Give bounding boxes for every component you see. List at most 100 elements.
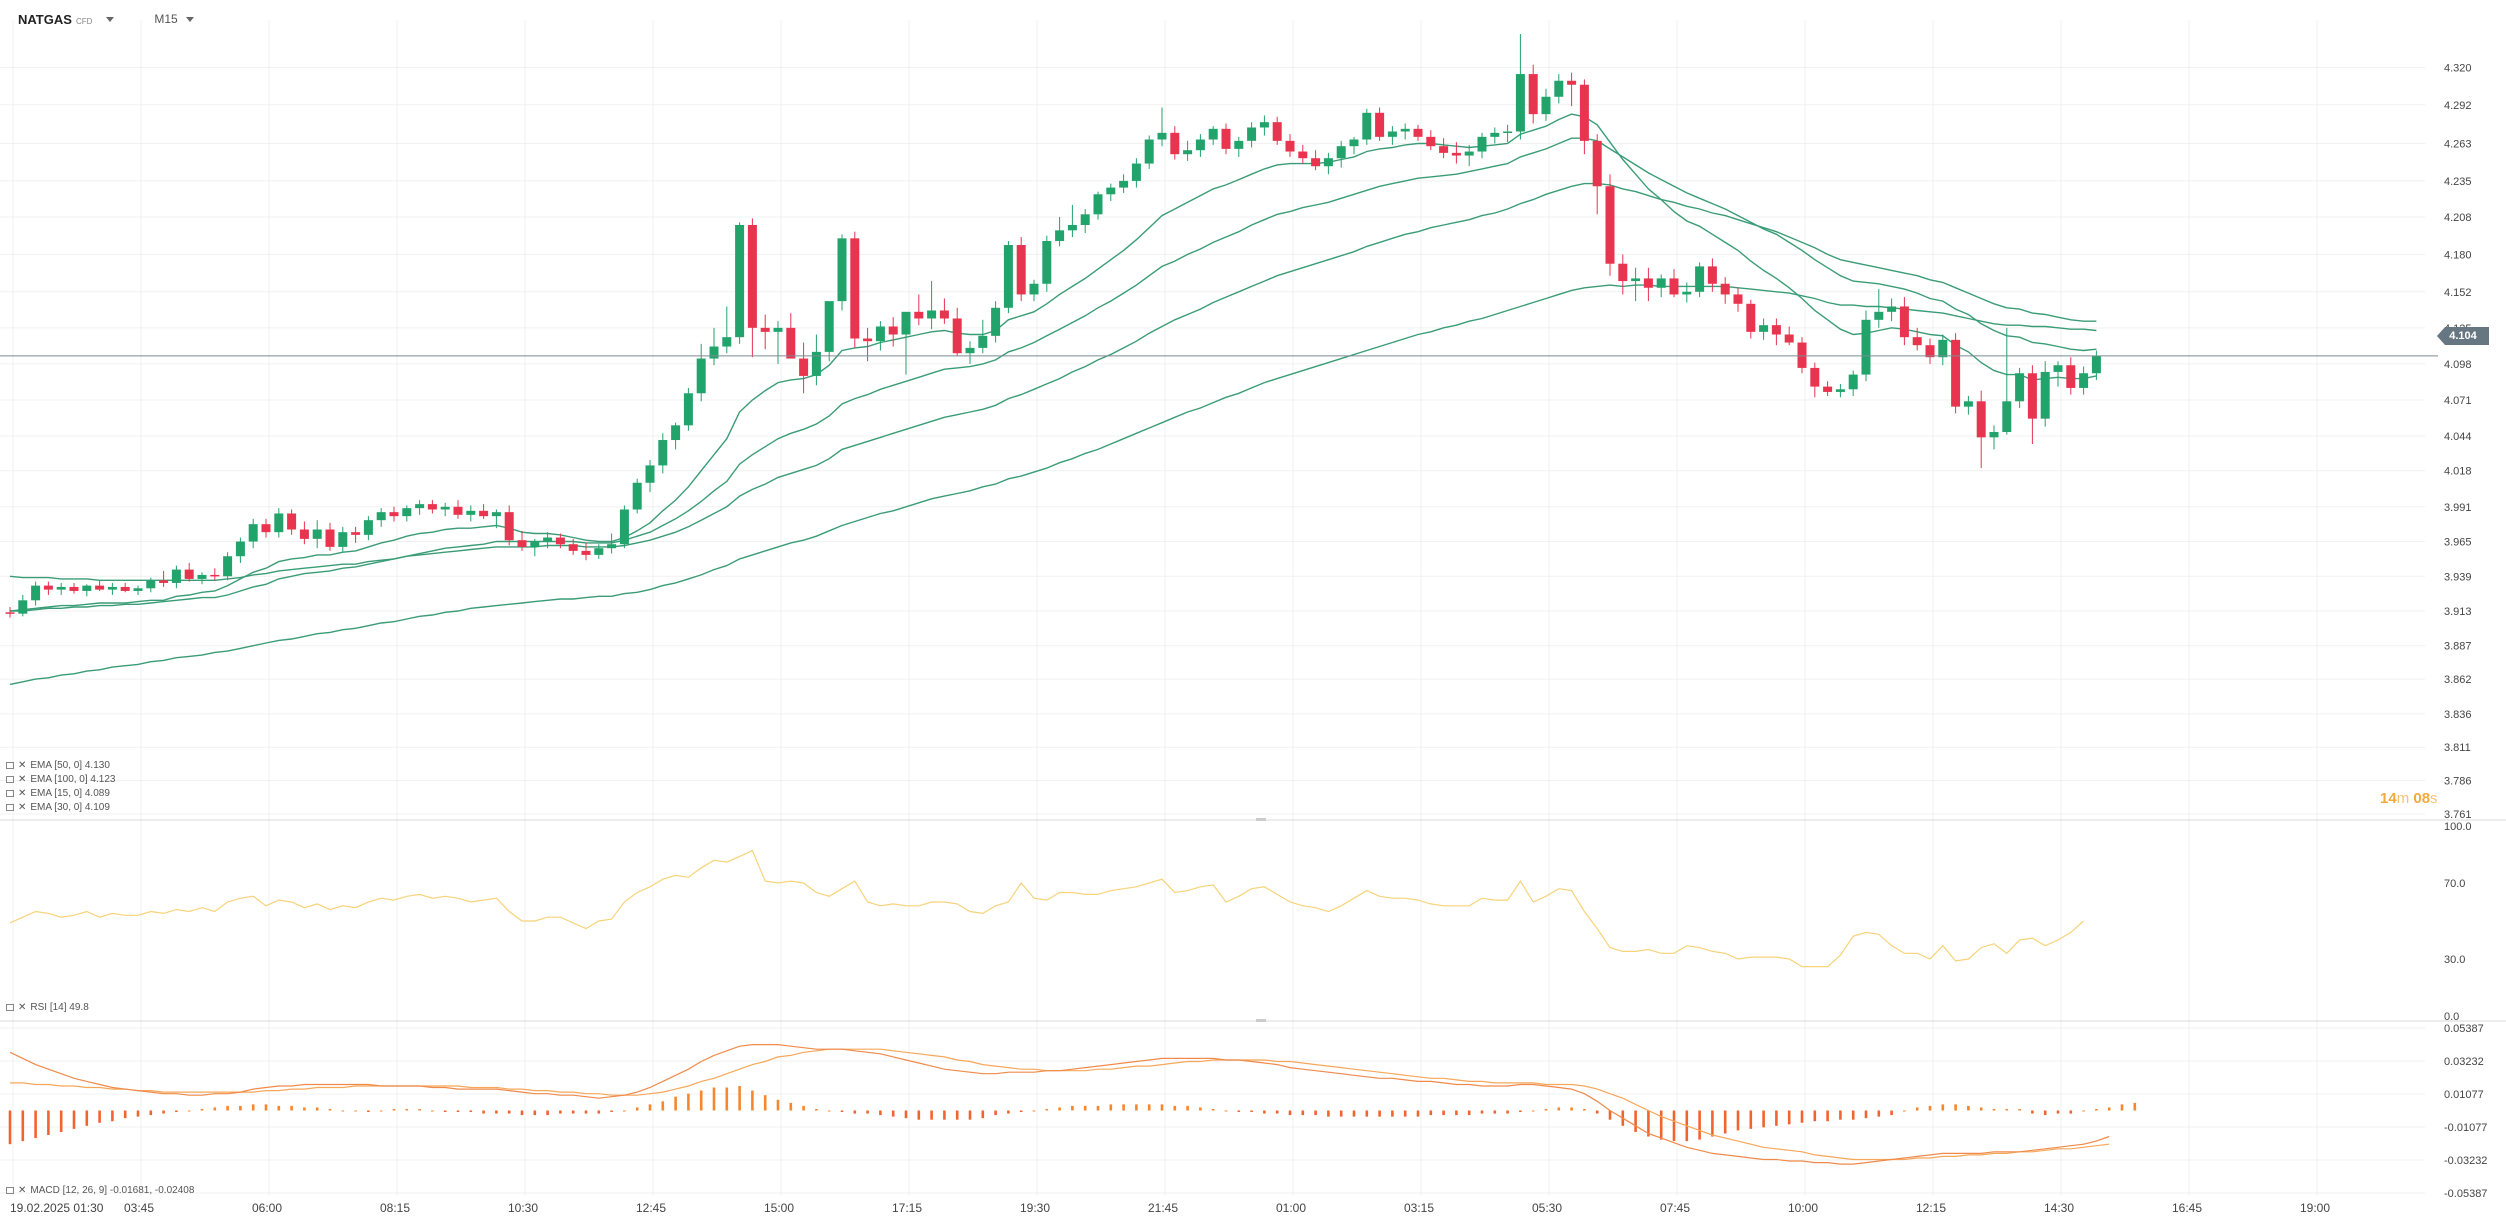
settings-icon[interactable] — [6, 1004, 14, 1011]
price-axis-label: 4.071 — [2444, 395, 2472, 407]
price-axis-label: 4.320 — [2444, 62, 2472, 74]
candle — [684, 388, 693, 431]
macd-histogram-bar — [662, 1101, 665, 1110]
candle-body — [1311, 158, 1320, 166]
candle-body — [914, 312, 923, 319]
macd-histogram-bar — [1097, 1106, 1100, 1111]
candle-body — [838, 238, 847, 301]
legend-ema30[interactable]: ✕ EMA [30, 0] 4.109 — [6, 802, 110, 813]
time-axis-label: 15:00 — [764, 1201, 794, 1215]
candle-body — [185, 570, 194, 579]
candle-body — [1196, 140, 1205, 151]
candle-body — [1721, 284, 1730, 295]
macd-histogram-bar — [1353, 1111, 1356, 1117]
macd-histogram-bar — [2082, 1111, 2085, 1112]
candle — [633, 479, 642, 514]
candle — [1004, 241, 1013, 313]
symbol-dropdown-icon[interactable] — [106, 17, 114, 22]
macd-histogram-bar — [175, 1111, 178, 1113]
candle-body — [1631, 278, 1640, 281]
candle — [735, 222, 744, 344]
settings-icon[interactable] — [6, 804, 14, 811]
candle-body — [2066, 365, 2075, 388]
macd-histogram-bar — [1775, 1111, 1778, 1126]
candle — [1606, 174, 1615, 276]
legend-ema15[interactable]: ✕ EMA [15, 0] 4.089 — [6, 788, 110, 799]
macd-histogram-bar — [2108, 1107, 2111, 1110]
candle-body — [1106, 188, 1115, 195]
candle-body — [1030, 284, 1039, 295]
macd-histogram-bar — [1762, 1111, 1765, 1128]
settings-icon[interactable] — [6, 790, 14, 797]
legend-macd[interactable]: ✕ MACD [12, 26, 9] -0.01681, -0.02408 — [6, 1185, 194, 1196]
time-axis-label: 07:45 — [1660, 1201, 1690, 1215]
candle — [1017, 237, 1026, 301]
candle-body — [2054, 365, 2063, 372]
macd-axis-label: 0.05387 — [2444, 1023, 2484, 1035]
price-axis-label: 3.991 — [2444, 502, 2472, 514]
macd-axis-label: 0.03232 — [2444, 1056, 2484, 1068]
candle-body — [377, 512, 386, 520]
macd-histogram-bar — [1122, 1104, 1125, 1110]
macd-histogram-bar — [1340, 1111, 1343, 1117]
macd-histogram-bar — [815, 1109, 818, 1111]
macd-histogram-bar — [1455, 1111, 1458, 1116]
candle-body — [1862, 320, 1871, 375]
close-icon[interactable]: ✕ — [18, 788, 26, 799]
macd-histogram-bar — [1532, 1111, 1535, 1112]
macd-histogram-bar — [726, 1088, 729, 1111]
macd-histogram-bar — [1878, 1111, 1881, 1117]
close-icon[interactable]: ✕ — [18, 1185, 26, 1196]
chart-canvas[interactable]: 4.3204.2924.2634.2354.2084.1804.1524.125… — [0, 0, 2506, 1225]
symbol-selector[interactable]: NATGAS — [18, 12, 72, 27]
timeframe-selector[interactable]: M15 — [154, 12, 193, 26]
candle-body — [1004, 245, 1013, 308]
candle-body — [710, 347, 719, 359]
candle-body — [6, 612, 15, 614]
candle-body — [1516, 74, 1525, 131]
close-icon[interactable]: ✕ — [18, 774, 26, 785]
candle-body — [454, 507, 463, 515]
macd-histogram-bar — [1148, 1104, 1151, 1110]
settings-icon[interactable] — [6, 776, 14, 783]
macd-histogram-bar — [598, 1111, 601, 1114]
candle-body — [1618, 264, 1627, 281]
macd-histogram-bar — [2070, 1111, 2073, 1114]
macd-histogram-bar — [1366, 1111, 1369, 1117]
timeframe-dropdown-icon[interactable] — [186, 17, 194, 22]
candle-body — [2092, 356, 2101, 373]
macd-histogram-bar — [649, 1104, 652, 1110]
macd-histogram-bar — [802, 1106, 805, 1111]
price-axis-label: 4.263 — [2444, 139, 2472, 151]
candle-body — [492, 512, 501, 516]
candle-body — [108, 587, 117, 590]
candle-body — [1874, 312, 1883, 320]
candle-body — [761, 328, 770, 332]
macd-histogram-bar — [738, 1086, 741, 1111]
macd-histogram-bar — [854, 1111, 857, 1114]
macd-histogram-bar — [1750, 1111, 1753, 1129]
close-icon[interactable]: ✕ — [18, 802, 26, 813]
settings-icon[interactable] — [6, 1187, 14, 1194]
settings-icon[interactable] — [6, 762, 14, 769]
legend-rsi[interactable]: ✕ RSI [14] 49.8 — [6, 1002, 89, 1013]
macd-histogram-bar — [60, 1111, 63, 1132]
macd-histogram-bar — [1020, 1111, 1023, 1113]
candle-body — [1503, 132, 1512, 134]
candle-body — [607, 544, 616, 548]
macd-histogram-bar — [1250, 1111, 1253, 1113]
macd-histogram-bar — [162, 1111, 165, 1114]
macd-histogram-bar — [546, 1111, 549, 1116]
macd-histogram-bar — [982, 1111, 985, 1119]
legend-ema50[interactable]: ✕ EMA [50, 0] 4.130 — [6, 760, 110, 771]
legend-ema100[interactable]: ✕ EMA [100, 0] 4.123 — [6, 774, 115, 785]
macd-histogram-bar — [1468, 1111, 1471, 1116]
candle-body — [1247, 127, 1256, 140]
macd-histogram-bar — [482, 1111, 485, 1114]
macd-histogram-bar — [1417, 1111, 1420, 1117]
macd-histogram-bar — [2006, 1109, 2009, 1111]
candle-body — [876, 327, 885, 342]
macd-histogram-bar — [47, 1111, 50, 1136]
close-icon[interactable]: ✕ — [18, 1002, 26, 1013]
close-icon[interactable]: ✕ — [18, 760, 26, 771]
